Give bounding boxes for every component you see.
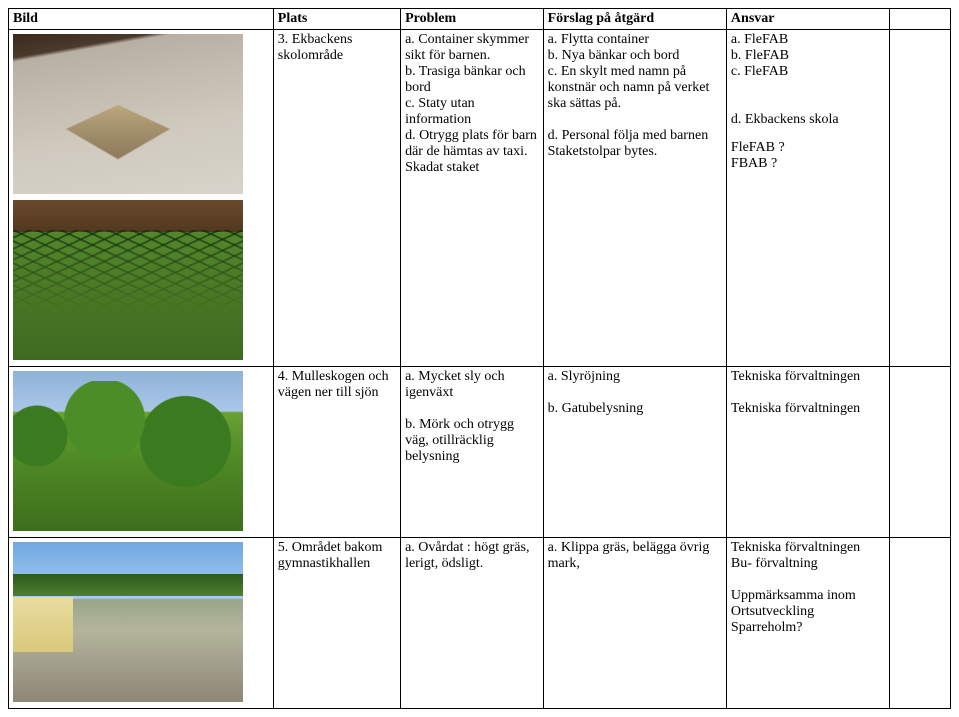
cell-bild: [9, 367, 274, 538]
cell-empty: [889, 30, 950, 367]
problem-text-2: Skadat staket: [405, 160, 539, 176]
cell-atgard: a. Slyröjningb. Gatubelysning: [543, 367, 726, 538]
ansvar-text-2: FleFAB ?FBAB ?: [731, 140, 885, 172]
cell-plats: 3. Ekbackens skolområde: [273, 30, 400, 367]
cell-atgard: a. Flytta containerb. Nya bänkar och bor…: [543, 30, 726, 367]
col-ansvar: Ansvar: [726, 9, 889, 30]
col-atgard: Förslag på åtgärd: [543, 9, 726, 30]
photo-placeholder: [13, 200, 243, 360]
col-plats: Plats: [273, 9, 400, 30]
table-row: 3. Ekbackens skolområde a. Container sky…: [9, 30, 951, 367]
photo-placeholder: [13, 371, 243, 531]
cell-empty: [889, 538, 950, 709]
table-row: 5. Området bakom gymnastikhallen a. Ovår…: [9, 538, 951, 709]
cell-atgard: a. Klippa gräs, belägga övrig mark,: [543, 538, 726, 709]
table-header-row: Bild Plats Problem Förslag på åtgärd Ans…: [9, 9, 951, 30]
problem-text: a. Container skymmer sikt för barnen.b. …: [405, 32, 539, 160]
cell-ansvar: Tekniska förvaltningenBu- förvaltningUpp…: [726, 538, 889, 709]
atgard-text: a. Flytta containerb. Nya bänkar och bor…: [548, 32, 722, 144]
cell-ansvar: a. FleFABb. FleFABc. FleFABd. Ekbackens …: [726, 30, 889, 367]
photo-placeholder: [13, 542, 243, 702]
cell-plats: 4. Mulleskogen och vägen ner till sjön: [273, 367, 400, 538]
cell-ansvar: Tekniska förvaltningenTekniska förvaltni…: [726, 367, 889, 538]
atgard-text-2: Staketstolpar bytes.: [548, 144, 722, 160]
col-problem: Problem: [401, 9, 544, 30]
cell-bild: [9, 538, 274, 709]
report-table: Bild Plats Problem Förslag på åtgärd Ans…: [8, 8, 951, 709]
col-empty: [889, 9, 950, 30]
cell-problem: a. Container skymmer sikt för barnen.b. …: [401, 30, 544, 367]
cell-problem: a. Ovårdat : högt gräs, lerigt, ödsligt.: [401, 538, 544, 709]
cell-empty: [889, 367, 950, 538]
cell-bild: [9, 30, 274, 367]
ansvar-text: a. FleFABb. FleFABc. FleFABd. Ekbackens …: [731, 32, 885, 128]
col-bild: Bild: [9, 9, 274, 30]
cell-problem: a. Mycket sly och igenväxtb. Mörk och ot…: [401, 367, 544, 538]
cell-plats: 5. Området bakom gymnastikhallen: [273, 538, 400, 709]
table-row: 4. Mulleskogen och vägen ner till sjön a…: [9, 367, 951, 538]
photo-placeholder: [13, 34, 243, 194]
